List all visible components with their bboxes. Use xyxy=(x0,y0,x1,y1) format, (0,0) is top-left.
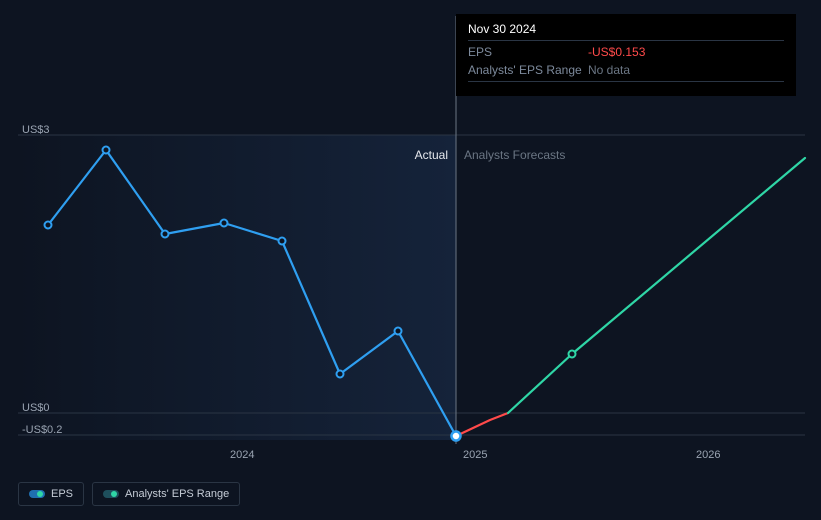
x-axis-tick-label: 2025 xyxy=(463,449,487,461)
x-axis-tick-label: 2026 xyxy=(696,449,720,461)
legend-swatch-icon xyxy=(29,490,45,498)
y-axis-tick-label: -US$0.2 xyxy=(22,424,62,436)
tooltip-row-value: No data xyxy=(588,63,630,77)
x-axis-tick-label: 2024 xyxy=(230,449,254,461)
y-axis-tick-label: US$0 xyxy=(22,402,50,414)
tooltip-row: EPS-US$0.153 xyxy=(468,45,784,59)
legend-item-label: Analysts' EPS Range xyxy=(125,488,229,500)
tooltip-divider xyxy=(468,40,784,41)
legend-item-label: EPS xyxy=(51,488,73,500)
tooltip-divider xyxy=(468,81,784,82)
tooltip-date: Nov 30 2024 xyxy=(468,22,784,36)
y-axis-tick-label: US$3 xyxy=(22,124,50,136)
region-label-actual: Actual xyxy=(415,148,448,162)
chart-legend: EPS Analysts' EPS Range xyxy=(18,482,240,506)
legend-swatch-icon xyxy=(103,490,119,498)
region-label-forecast: Analysts Forecasts xyxy=(464,148,565,162)
tooltip-row-value: -US$0.153 xyxy=(588,45,645,59)
tooltip-row-label: Analysts' EPS Range xyxy=(468,63,588,77)
tooltip-row: Analysts' EPS RangeNo data xyxy=(468,63,784,77)
tooltip-row-label: EPS xyxy=(468,45,588,59)
chart-tooltip: Nov 30 2024 EPS-US$0.153Analysts' EPS Ra… xyxy=(456,14,796,96)
legend-item[interactable]: EPS xyxy=(18,482,84,506)
legend-item[interactable]: Analysts' EPS Range xyxy=(92,482,240,506)
